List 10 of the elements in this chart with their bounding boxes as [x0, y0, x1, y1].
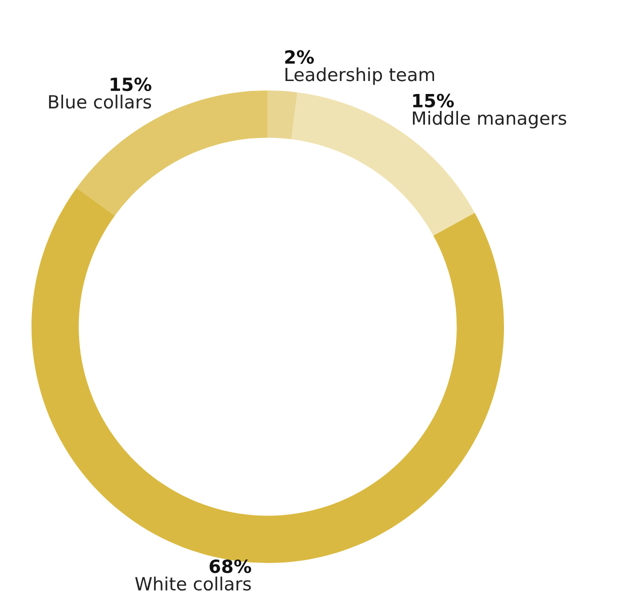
data-label: 15%	[110, 77, 152, 92]
data-label: 2%	[285, 50, 314, 64]
slice-label: White collars	[135, 576, 251, 591]
donut-slice	[268, 90, 298, 140]
data-label: 15%	[413, 94, 454, 108]
slice-label: Leadership team	[286, 67, 434, 85]
slice-label: Middle managers	[412, 110, 566, 128]
donut-slice	[291, 92, 475, 236]
data-label: 68%	[210, 559, 252, 574]
slice-label: Blue collars	[49, 94, 152, 109]
